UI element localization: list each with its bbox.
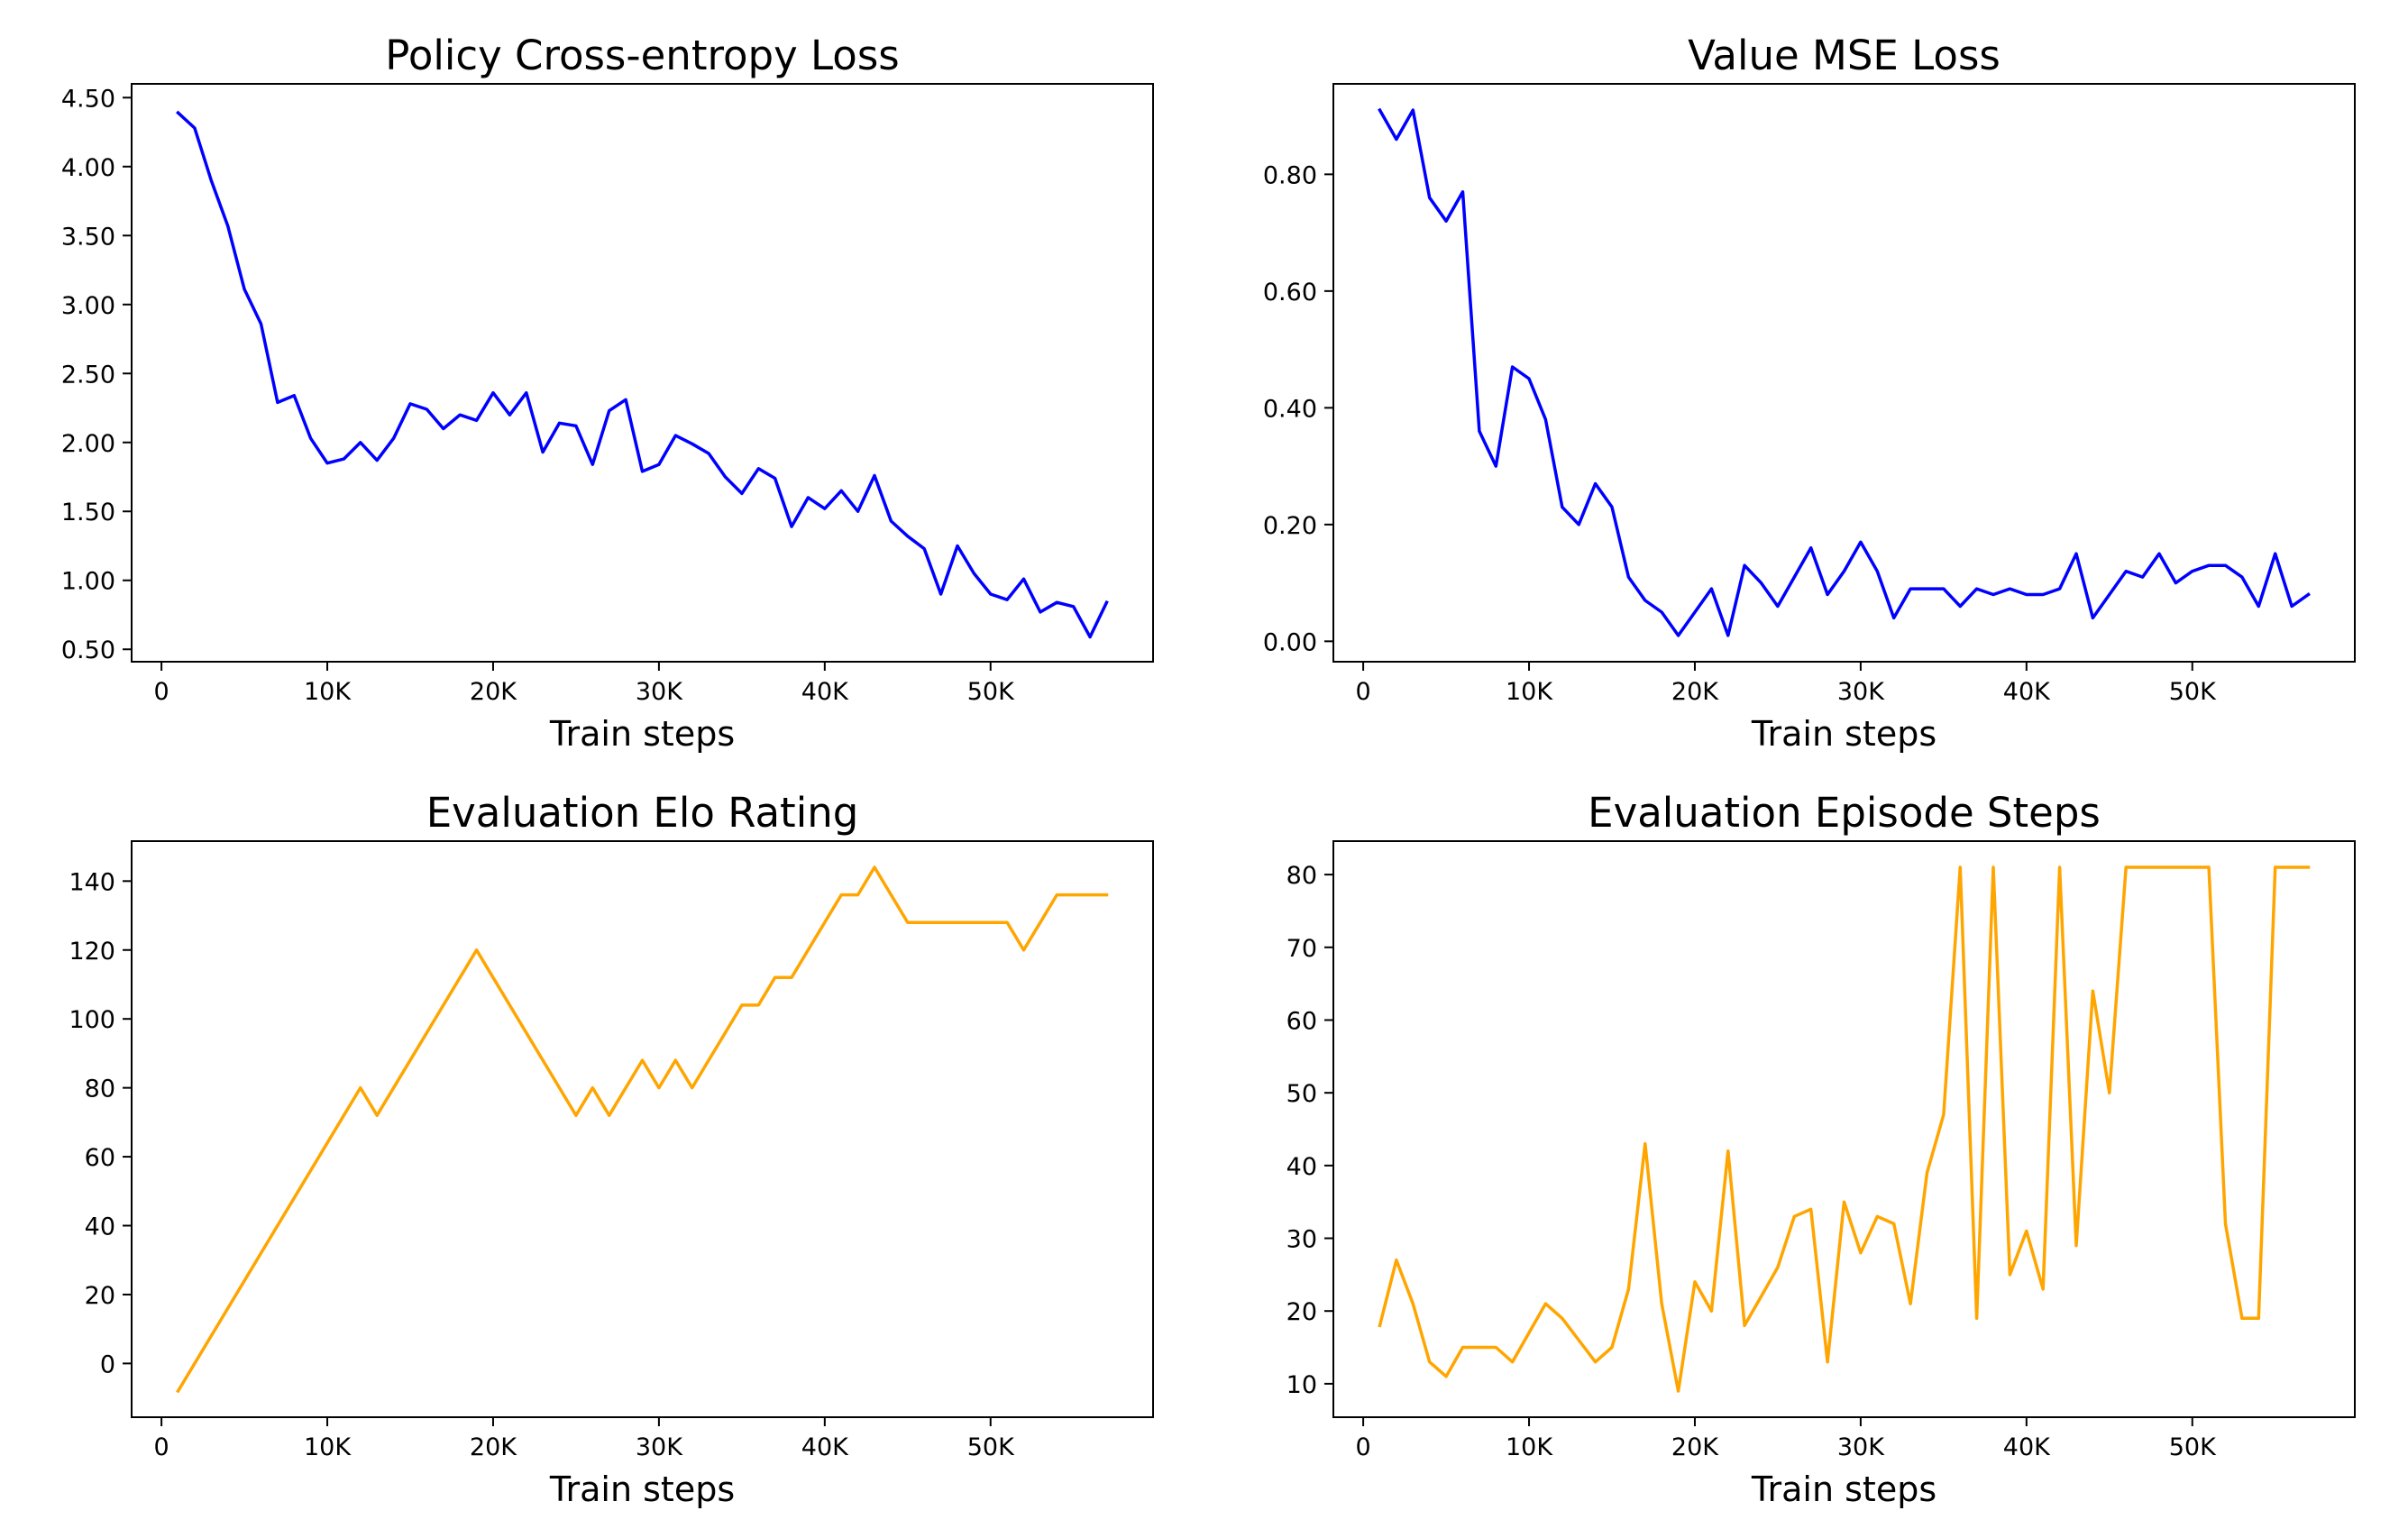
y-tick-label: 20 [1286, 1298, 1317, 1326]
x-tick-label: 50K [967, 1433, 1015, 1461]
y-tick-label: 0.50 [61, 636, 115, 664]
y-tick-label: 120 [69, 938, 115, 966]
x-tick-label: 40K [2003, 1433, 2051, 1461]
x-tick-label: 20K [1671, 678, 1719, 706]
y-tick-label: 70 [1286, 935, 1317, 963]
series-line-1 [1378, 107, 2311, 637]
series-line-1 [1378, 865, 2311, 1393]
series-line-1 [176, 865, 1109, 1394]
series-line-1 [176, 110, 1109, 639]
x-tick-label: 40K [801, 678, 849, 706]
y-tick-label: 4.50 [61, 85, 115, 113]
chart-title: Evaluation Episode Steps [1588, 789, 2101, 837]
chart-title: Policy Cross-entropy Loss [385, 32, 899, 79]
y-tick-label: 80 [85, 1076, 115, 1103]
axes-frame [131, 840, 1154, 1418]
subplot-1: 0 10K 20K 30K 40K 50K 0.50 1.00 1.50 2.00 2.50 3.00… [61, 32, 1154, 754]
x-tick-label: 0 [154, 678, 169, 706]
axes-frame [131, 83, 1154, 663]
y-tick-label: 40 [1286, 1153, 1317, 1181]
x-tick-label: 0 [154, 1433, 169, 1461]
y-tick-label: 60 [85, 1144, 115, 1172]
y-tick-label: 50 [1286, 1080, 1317, 1108]
subplot-4: 0 10K 20K 30K 40K 50K 10 20 30 40 50 60 70 80 Evaluati… [1286, 789, 2356, 1509]
y-tick-label: 2.50 [61, 361, 115, 389]
x-tick-label: 40K [801, 1433, 849, 1461]
x-tick-label: 0 [1356, 1433, 1371, 1461]
x-tick-label: 10K [304, 1433, 352, 1461]
y-tick-label: 80 [1286, 862, 1317, 890]
y-tick-label: 1.50 [61, 499, 115, 526]
y-tick-label: 4.00 [61, 154, 115, 182]
y-tick-label: 0.00 [1263, 628, 1317, 656]
x-tick-label: 30K [636, 678, 683, 706]
x-axis-label: Train steps [549, 1469, 735, 1509]
x-tick-label: 10K [304, 678, 352, 706]
subplot-2: 0 10K 20K 30K 40K 50K 0.00 0.20 0.40 0.60 0.80 Valu… [1263, 32, 2356, 754]
x-tick-label: 50K [967, 678, 1015, 706]
y-tick-label: 10 [1286, 1371, 1317, 1399]
y-tick-label: 0 [100, 1350, 115, 1378]
axes-frame [1332, 840, 2356, 1418]
y-tick-label: 2.00 [61, 430, 115, 458]
x-tick-label: 50K [2169, 678, 2217, 706]
axes-frame [1332, 83, 2356, 663]
y-tick-label: 40 [85, 1213, 115, 1241]
chart-title: Value MSE Loss [1688, 32, 2001, 79]
y-tick-label: 0.20 [1263, 512, 1317, 540]
y-tick-label: 60 [1286, 1007, 1317, 1035]
x-tick-label: 20K [470, 1433, 517, 1461]
y-tick-label: 30 [1286, 1226, 1317, 1254]
x-tick-label: 30K [1837, 1433, 1885, 1461]
x-tick-label: 0 [1356, 678, 1371, 706]
chart-title: Evaluation Elo Rating [426, 789, 859, 837]
y-tick-label: 3.50 [61, 223, 115, 251]
y-tick-label: 1.00 [61, 568, 115, 596]
x-tick-label: 20K [1671, 1433, 1719, 1461]
y-tick-label: 0.60 [1263, 279, 1317, 307]
y-tick-label: 0.80 [1263, 161, 1317, 189]
x-tick-label: 40K [2003, 678, 2051, 706]
y-tick-label: 140 [69, 868, 115, 896]
y-tick-label: 3.00 [61, 292, 115, 320]
y-tick-label: 20 [85, 1282, 115, 1310]
x-axis-label: Train steps [1751, 1469, 1936, 1509]
y-tick-label: 0.40 [1263, 395, 1317, 423]
x-tick-label: 30K [1837, 678, 1885, 706]
x-tick-label: 50K [2169, 1433, 2217, 1461]
x-tick-label: 20K [470, 678, 517, 706]
x-axis-label: Train steps [549, 714, 735, 754]
x-tick-label: 10K [1506, 678, 1553, 706]
x-tick-label: 30K [636, 1433, 683, 1461]
subplot-3: 0 10K 20K 30K 40K 50K 0 20 40 60 80 100 120 140 Evalua… [69, 789, 1154, 1509]
y-tick-label: 100 [69, 1006, 115, 1034]
x-tick-label: 10K [1506, 1433, 1553, 1461]
x-axis-label: Train steps [1751, 714, 1936, 754]
